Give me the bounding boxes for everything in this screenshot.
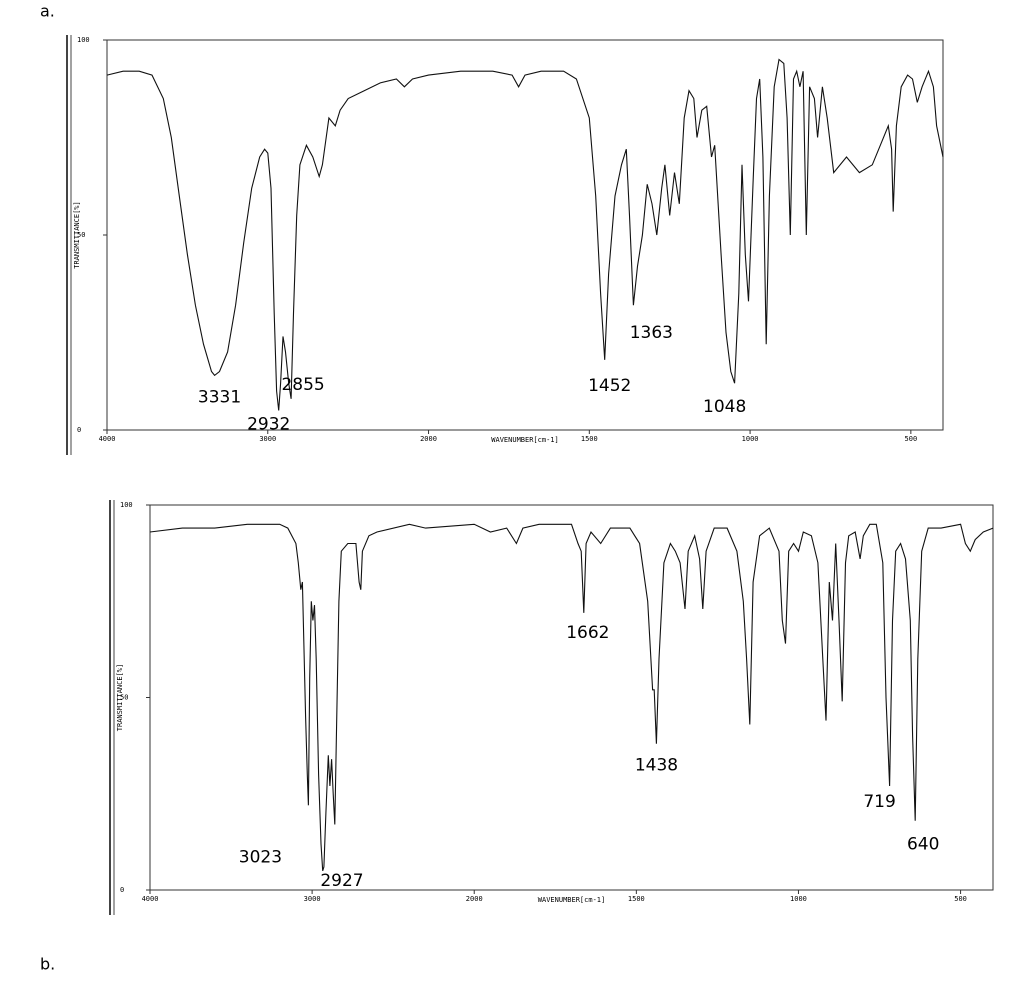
panel-label: a. bbox=[40, 2, 55, 21]
peak-label: 2855 bbox=[281, 375, 324, 395]
x-tick-label: 1500 bbox=[628, 895, 645, 903]
peak-label: 719 bbox=[863, 792, 895, 812]
y-tick-label: 50 bbox=[120, 694, 128, 702]
peak-label: 1662 bbox=[566, 623, 609, 643]
x-tick-label: 1000 bbox=[790, 895, 807, 903]
x-tick-label: 2000 bbox=[420, 435, 437, 443]
peak-label: 3023 bbox=[239, 847, 282, 867]
y-tick-label: 100 bbox=[77, 36, 90, 44]
peak-label: 1438 bbox=[635, 756, 678, 776]
x-axis-title: WAVENUMBER[cm-1] bbox=[538, 896, 605, 904]
x-tick-label: 500 bbox=[954, 895, 967, 903]
peak-label: 1452 bbox=[588, 376, 631, 396]
x-tick-label: 3000 bbox=[259, 435, 276, 443]
peak-label: 2932 bbox=[247, 415, 290, 435]
peak-label: 2927 bbox=[320, 871, 363, 891]
y-tick-label: 100 bbox=[120, 501, 133, 509]
x-tick-label: 1500 bbox=[581, 435, 598, 443]
x-tick-label: 500 bbox=[905, 435, 918, 443]
y-axis-title: TRANSMITTANCE[%] bbox=[116, 664, 124, 731]
panel-label: b. bbox=[40, 955, 55, 974]
y-axis-title: TRANSMITTANCE[%] bbox=[73, 201, 81, 268]
spectrum-line bbox=[149, 523, 994, 871]
peak-label: 1363 bbox=[630, 323, 673, 343]
plot-frame bbox=[106, 39, 944, 431]
plot-frame bbox=[149, 504, 994, 891]
y-tick-label: 0 bbox=[77, 426, 81, 434]
x-axis-title: WAVENUMBER[cm-1] bbox=[491, 436, 558, 444]
x-tick-label: 4000 bbox=[99, 435, 116, 443]
peak-label: 3331 bbox=[198, 387, 241, 407]
spectrum-line bbox=[106, 58, 944, 411]
x-tick-label: 1000 bbox=[742, 435, 759, 443]
x-tick-label: 3000 bbox=[304, 895, 321, 903]
x-tick-label: 2000 bbox=[466, 895, 483, 903]
y-tick-label: 50 bbox=[77, 231, 85, 239]
x-tick-label: 4000 bbox=[142, 895, 159, 903]
peak-label: 1048 bbox=[703, 397, 746, 417]
y-tick-label: 0 bbox=[120, 886, 124, 894]
peak-label: 640 bbox=[907, 835, 939, 855]
